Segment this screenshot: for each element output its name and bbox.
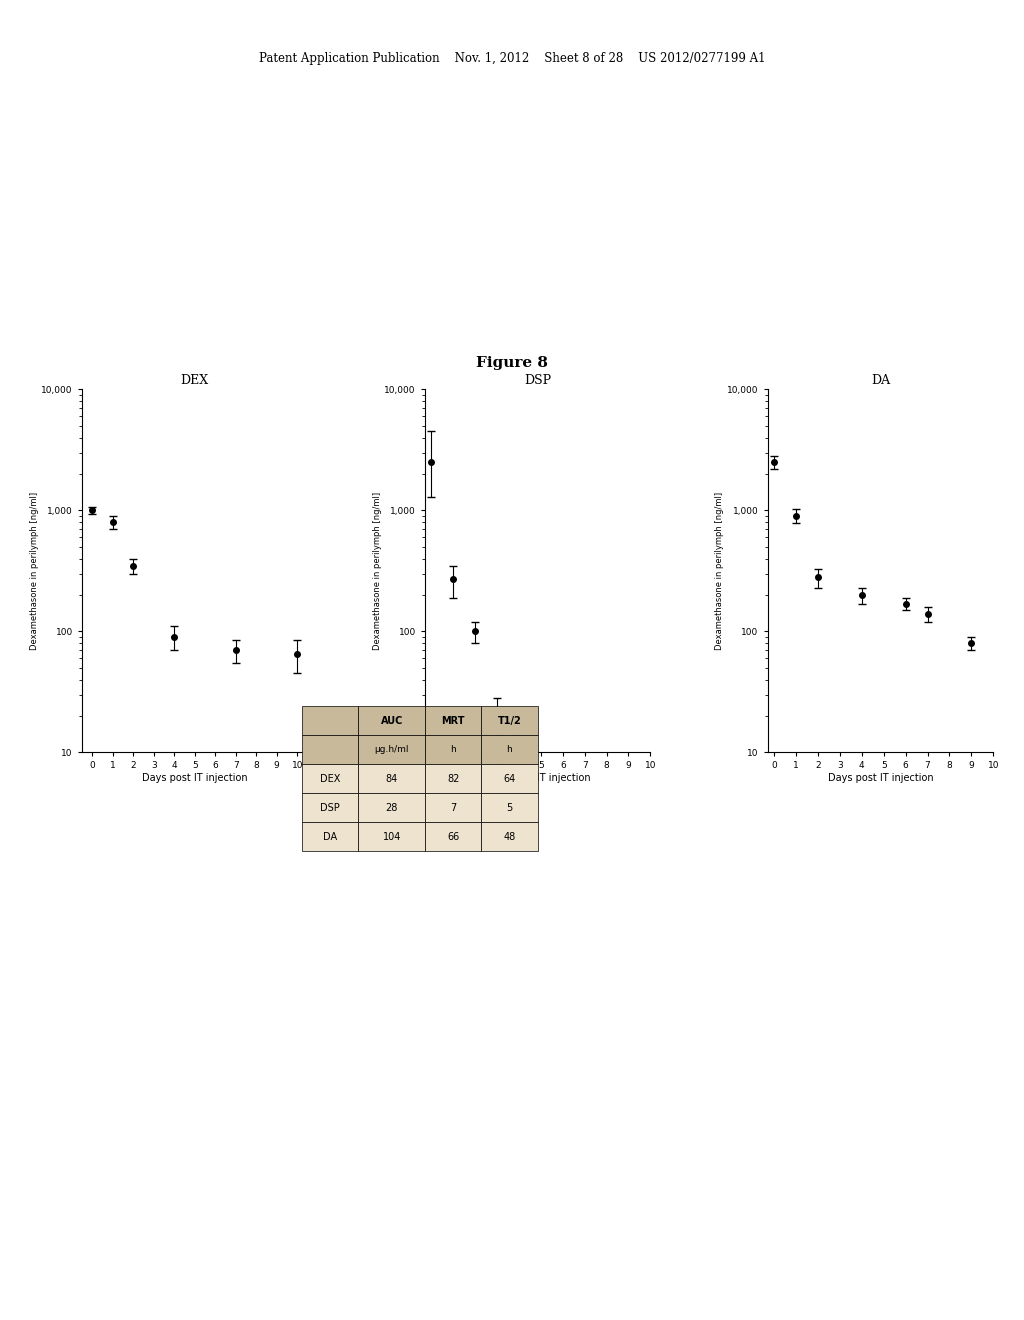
- Bar: [358, 764, 425, 793]
- Y-axis label: Dexamethasone in perilymph [ng/ml]: Dexamethasone in perilymph [ng/ml]: [30, 492, 39, 649]
- Bar: [425, 706, 481, 735]
- Text: h: h: [507, 746, 512, 754]
- Bar: [425, 735, 481, 764]
- Text: 5: 5: [506, 803, 513, 813]
- X-axis label: Days post IT injection: Days post IT injection: [484, 774, 591, 783]
- Text: DSP: DSP: [321, 803, 340, 813]
- Bar: [425, 822, 481, 851]
- Text: 66: 66: [447, 832, 459, 842]
- Bar: [358, 735, 425, 764]
- Text: µg.h/ml: µg.h/ml: [375, 746, 409, 754]
- Text: 104: 104: [383, 832, 400, 842]
- Text: T1/2: T1/2: [498, 715, 521, 726]
- Bar: [358, 706, 425, 735]
- Bar: [481, 706, 538, 735]
- Bar: [302, 764, 358, 793]
- Bar: [425, 793, 481, 822]
- Bar: [302, 793, 358, 822]
- Text: MRT: MRT: [441, 715, 465, 726]
- Text: AUC: AUC: [381, 715, 402, 726]
- Title: DA: DA: [871, 374, 890, 387]
- Text: Figure 8: Figure 8: [476, 356, 548, 370]
- Bar: [425, 764, 481, 793]
- Bar: [302, 706, 358, 735]
- Bar: [302, 822, 358, 851]
- Text: 82: 82: [446, 774, 460, 784]
- Bar: [358, 793, 425, 822]
- Bar: [481, 793, 538, 822]
- Text: DEX: DEX: [321, 774, 340, 784]
- Text: 7: 7: [450, 803, 457, 813]
- Text: 84: 84: [386, 774, 397, 784]
- Text: 28: 28: [385, 803, 398, 813]
- Title: DSP: DSP: [524, 374, 551, 387]
- Text: Patent Application Publication    Nov. 1, 2012    Sheet 8 of 28    US 2012/02771: Patent Application Publication Nov. 1, 2…: [259, 51, 765, 65]
- Text: DA: DA: [324, 832, 337, 842]
- Bar: [481, 822, 538, 851]
- Y-axis label: Dexamethasone in perilymph [ng/ml]: Dexamethasone in perilymph [ng/ml]: [373, 492, 382, 649]
- Text: 64: 64: [504, 774, 515, 784]
- Bar: [302, 735, 358, 764]
- Bar: [481, 735, 538, 764]
- X-axis label: Days post IT injection: Days post IT injection: [142, 774, 248, 783]
- Bar: [481, 764, 538, 793]
- Bar: [358, 822, 425, 851]
- Text: h: h: [451, 746, 456, 754]
- Text: 48: 48: [504, 832, 515, 842]
- X-axis label: Days post IT injection: Days post IT injection: [827, 774, 933, 783]
- Title: DEX: DEX: [180, 374, 209, 387]
- Y-axis label: Dexamethasone in perilymph [ng/ml]: Dexamethasone in perilymph [ng/ml]: [716, 492, 724, 649]
